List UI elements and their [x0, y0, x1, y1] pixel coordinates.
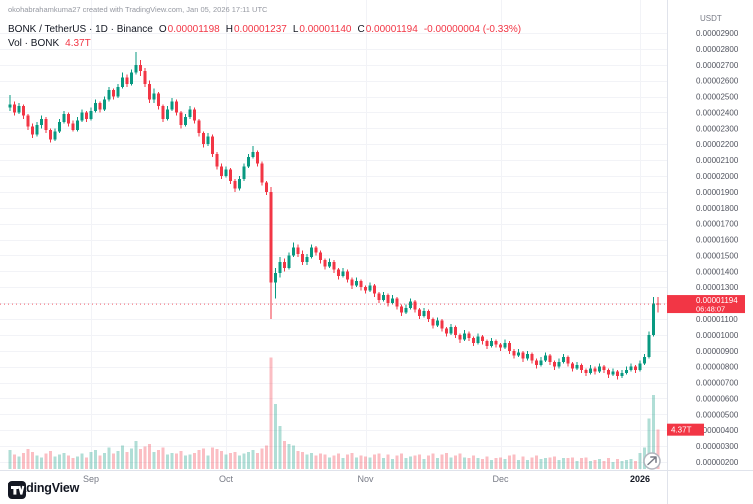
svg-text:0.00000300: 0.00000300 — [696, 442, 739, 451]
scroll-to-realtime-button[interactable] — [643, 452, 661, 470]
symbol-title[interactable]: BONK / TetherUS · 1D · Binance — [8, 24, 153, 35]
svg-text:0.00002400: 0.00002400 — [696, 108, 739, 117]
legend: BONK / TetherUS · 1D · Binance O 0.000011… — [8, 23, 521, 50]
svg-text:0.00001300: 0.00001300 — [696, 283, 739, 292]
svg-text:0.00000900: 0.00000900 — [696, 347, 739, 356]
svg-text:0.00000600: 0.00000600 — [696, 394, 739, 403]
svg-text:0.00002200: 0.00002200 — [696, 140, 739, 149]
svg-text:0.00002000: 0.00002000 — [696, 172, 739, 181]
svg-text:0.00001100: 0.00001100 — [696, 315, 738, 324]
grid-layer — [0, 0, 667, 470]
price-scale[interactable]: 0.00002900 0.00002800 0.00002700 0.00002600… — [696, 29, 739, 467]
candles-layer — [8, 52, 660, 380]
svg-text:Dec: Dec — [492, 474, 509, 484]
price-change: -0.00000004 (-0.33%) — [423, 24, 522, 35]
attribution-text: okohabrahamkuma27 created with TradingVi… — [8, 5, 268, 14]
ohlc-close: C 0.00001194 — [357, 24, 418, 35]
svg-text:4.37T: 4.37T — [671, 426, 692, 435]
svg-text:0.00002700: 0.00002700 — [696, 61, 739, 70]
svg-text:Nov: Nov — [357, 474, 374, 484]
svg-text:Oct: Oct — [219, 474, 234, 484]
volume-badge: 4.37T — [667, 423, 704, 436]
svg-text:2026: 2026 — [630, 474, 650, 484]
legend-volume-row: Vol · BONK 4.37T — [8, 37, 521, 50]
svg-text:0.00001194: 0.00001194 — [696, 296, 738, 305]
svg-text:0.00000400: 0.00000400 — [696, 426, 739, 435]
svg-text:0.00001400: 0.00001400 — [696, 267, 739, 276]
svg-text:0.00001900: 0.00001900 — [696, 188, 739, 197]
svg-text:Sep: Sep — [83, 474, 99, 484]
ohlc-high: H 0.00001237 — [225, 24, 287, 35]
svg-text:0.00001500: 0.00001500 — [696, 251, 739, 260]
svg-text:0.00001600: 0.00001600 — [696, 236, 739, 245]
time-scale[interactable]: Sep Oct Nov Dec 2026 — [83, 474, 650, 484]
volume-value: 4.37T — [65, 38, 91, 49]
volume-layer — [8, 357, 660, 469]
svg-text:0.00000800: 0.00000800 — [696, 363, 739, 372]
svg-text:0.00001700: 0.00001700 — [696, 220, 739, 229]
svg-text:06:48:07: 06:48:07 — [696, 305, 725, 314]
svg-text:0.00001000: 0.00001000 — [696, 331, 739, 340]
svg-text:0.00000200: 0.00000200 — [696, 458, 739, 467]
tradingview-logo-icon — [8, 481, 26, 499]
price-scale-currency: USDT — [700, 14, 722, 23]
svg-text:0.00002900: 0.00002900 — [696, 29, 739, 38]
ohlc-open: O 0.00001198 — [158, 24, 220, 35]
volume-label[interactable]: Vol · BONK — [8, 38, 60, 49]
svg-text:0.00002500: 0.00002500 — [696, 93, 739, 102]
ohlc-low: L 0.00001140 — [292, 24, 352, 35]
svg-text:0.00001800: 0.00001800 — [696, 204, 739, 213]
svg-text:0.00000700: 0.00000700 — [696, 379, 739, 388]
svg-text:0.00002600: 0.00002600 — [696, 77, 739, 86]
svg-text:0.00002800: 0.00002800 — [696, 45, 739, 54]
tradingview-logo[interactable]: TradingView — [8, 481, 79, 499]
legend-symbol-row: BONK / TetherUS · 1D · Binance O 0.000011… — [8, 23, 521, 36]
svg-text:0.00002300: 0.00002300 — [696, 124, 739, 133]
svg-text:0.00000500: 0.00000500 — [696, 410, 739, 419]
svg-text:0.00002100: 0.00002100 — [696, 156, 739, 165]
